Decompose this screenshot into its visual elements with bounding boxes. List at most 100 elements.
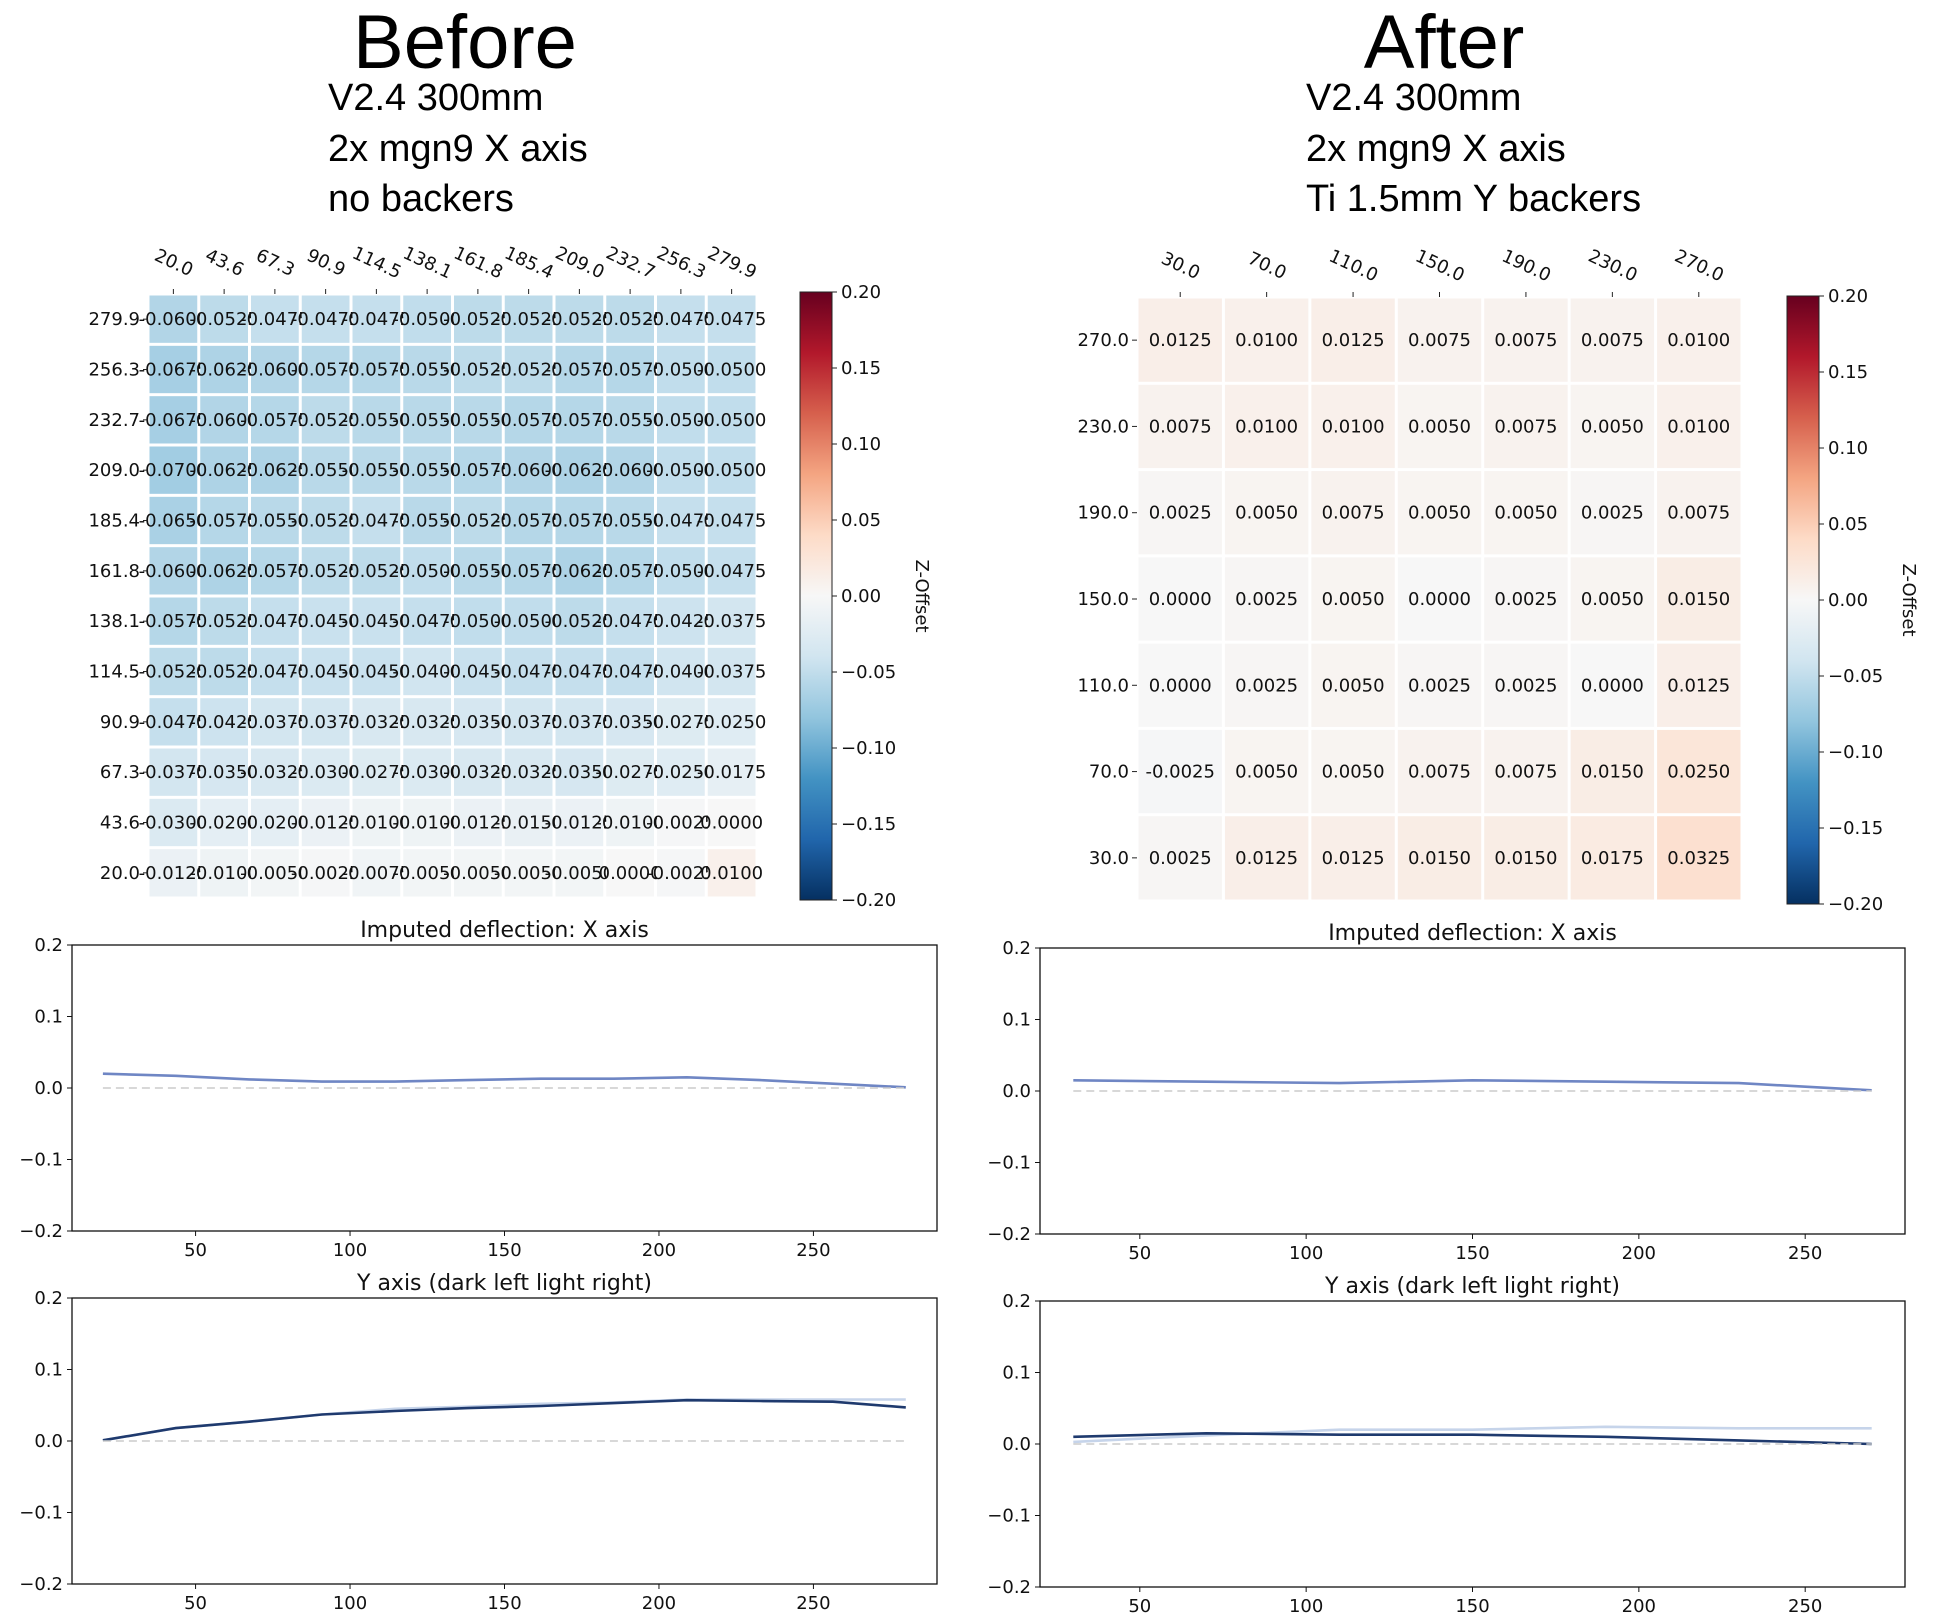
before-heatmap-y-tick-label: 185.4 [88,511,140,532]
before-heatmap-cell-value: -0.0675 [139,360,208,381]
before-colorbar-tick-label: 0.00 [841,586,881,607]
before-heatmap-cell [707,446,756,494]
before-heatmap-cell-value: -0.0625 [189,561,258,582]
before-heatmap-cell-value: -0.0550 [443,561,512,582]
before-heatmap-cell [251,597,299,645]
before-heatmap-cell [606,748,654,796]
before-heatmap-cell [707,698,756,746]
after-x-chart-y-tick-label: −0.2 [987,1224,1031,1245]
after-heatmap-y-tick-label: 190.0 [1077,503,1129,524]
after-colorbar-label: Z-Offset [1898,563,1919,636]
after-heatmap-cell-value: 0.0025 [1149,503,1212,524]
after-heatmap-cell [1484,729,1568,814]
after-heatmap-cell-value: 0.0125 [1322,330,1385,351]
before-heatmap-cell-value: -0.0575 [139,611,208,632]
before-heatmap-cell [149,396,198,444]
after-y-chart-y-tick-label: 0.1 [1002,1363,1031,1384]
before-heatmap-cell [504,748,553,796]
after-x-chart-series-line [1073,1078,1872,1092]
before-heatmap-cell-value: -0.0375 [494,712,563,733]
before-heatmap-cell [504,798,553,847]
before-heatmap-cell-value: -0.0200 [240,813,309,834]
before-y-chart-title: Y axis (dark left light right) [356,1271,652,1296]
before-heatmap-cell-value: -0.0525 [494,309,563,330]
after-heatmap-cell-value: -0.0025 [1145,762,1214,783]
before-heatmap-cell [454,698,502,746]
before-colorbar-tick-label: −0.10 [841,738,896,759]
before-heatmap-cell [454,849,502,897]
before-heatmap-cell [707,798,756,847]
before-x-chart-series-line [102,1072,906,1089]
before-heatmap-x-tick-label: 90.9 [303,245,348,281]
before-heatmap-cell-value: -0.0575 [342,360,411,381]
before-heatmap-cell-value: -0.0275 [595,762,664,783]
before-heatmap-cell-value: -0.0475 [291,309,360,330]
before-heatmap-cell [504,849,553,897]
before-x-chart-x-tick-label: 50 [184,1240,207,1261]
before-heatmap-cell [403,748,451,796]
before-heatmap-cell-value: -0.0625 [189,460,258,481]
before-heatmap-cell [707,496,756,545]
before-heatmap-cell [301,597,350,645]
after-heatmap-cell [1657,643,1741,727]
before-heatmap-cell [251,547,299,595]
before-y-chart-y-tick-label: −0.1 [19,1503,63,1524]
after-heatmap-cell-value: 0.0150 [1494,848,1557,869]
before-heatmap-cell-value: -0.0100 [595,813,664,834]
before-heatmap-cell-value: -0.0525 [443,511,512,532]
after-heatmap-cell [1570,816,1655,900]
after-heatmap-cell [1397,643,1482,727]
before-heatmap-cell-value: -0.0575 [545,360,614,381]
before-heatmap-cell [352,748,401,796]
before-heatmap-cell-value: -0.0500 [646,360,715,381]
before-heatmap-cell-value: -0.0600 [189,410,258,431]
after-heatmap-x-tick-label: 70.0 [1244,248,1289,284]
before-heatmap-cell-value: -0.0525 [342,561,411,582]
before-heatmap-cell [352,798,401,847]
after-colorbar-tick-label: 0.10 [1828,438,1868,459]
before-heatmap-cell [454,748,502,796]
before-heatmap-cell [200,698,248,746]
before-x-deflection-chart: Imputed deflection: X axis 50 100 150 200 250… [19,918,938,1261]
before-heatmap-cell-value: -0.0500 [392,561,461,582]
before-heatmap-cell-value: -0.0600 [494,460,563,481]
before-heatmap-cell [555,547,604,595]
before-heatmap-cell-value: -0.0525 [291,561,360,582]
before-heatmap-cell [251,295,299,343]
after-x-chart-x-tick-label: 200 [1622,1243,1656,1264]
before-heatmap-cell [200,496,248,545]
before-x-chart-x-tick-label: 250 [796,1240,830,1261]
before-heatmap-cell-value: -0.0475 [697,511,766,532]
before-heatmap-cell-value: -0.0175 [697,762,766,783]
after-y-chart-x-tick-label: 150 [1455,1596,1489,1617]
before-heatmap-y-tick-label: 114.5 [88,662,140,683]
after-heatmap-cell [1397,816,1482,900]
after-heatmap-cell [1138,643,1222,727]
before-heatmap-cell-value: -0.0525 [494,360,563,381]
after-heatmap-cell-value: 0.0050 [1322,675,1385,696]
before-heatmap-cell-value: -0.0625 [240,460,309,481]
after-heatmap-cell-value: 0.0075 [1667,503,1730,524]
before-heatmap-cell-value: -0.0475 [595,611,664,632]
before-heatmap-x-tick-label: 20.0 [151,245,196,281]
before-heatmap-y-tick-label: 256.3 [88,360,140,381]
before-heatmap-cell [504,547,553,595]
before-heatmap-cell [606,345,654,394]
before-heatmap-cell [555,698,604,746]
before-heatmap-cell [606,647,654,696]
after-heatmap-cell [1657,729,1741,814]
before-y-deflection-chart: Y axis (dark left light right) 50 100 150 20… [19,1271,938,1614]
before-heatmap-cell-value: -0.0525 [443,309,512,330]
after-heatmap-cell [1138,471,1222,555]
after-heatmap-cell-value: 0.0050 [1494,503,1557,524]
before-heatmap-cell-value: -0.0450 [291,662,360,683]
before-heatmap-cell [555,798,604,847]
after-heatmap-cell-value: 0.0075 [1322,503,1385,524]
before-colorbar-tick-label: −0.20 [841,890,896,911]
before-heatmap-cell [301,396,350,444]
after-subtitle-line-1: V2.4 300mm [1306,77,1521,119]
after-heatmap-cell [1397,471,1482,555]
before-heatmap-cell [251,496,299,545]
before-heatmap-cell [403,698,451,746]
after-heatmap-y-tick-label: 30.0 [1089,848,1129,869]
